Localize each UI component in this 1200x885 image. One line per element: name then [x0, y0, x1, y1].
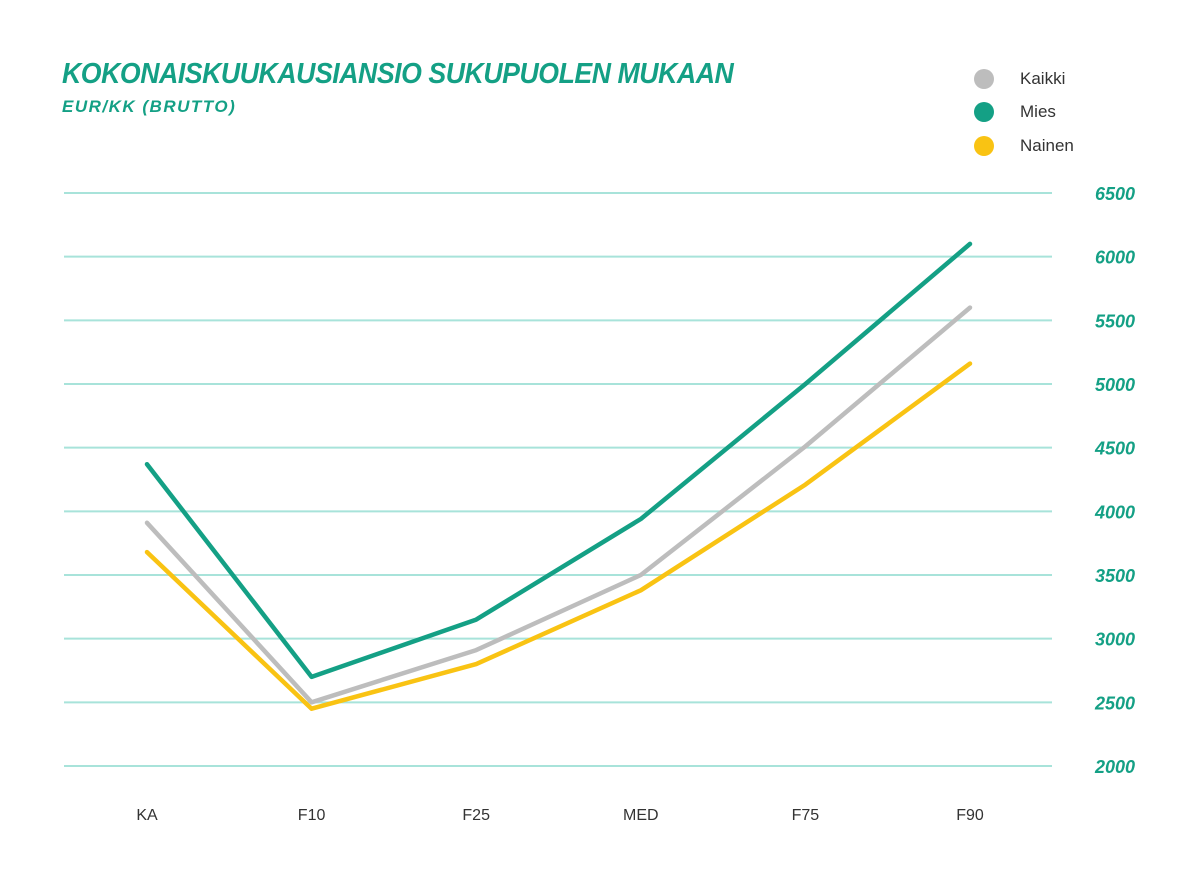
- x-tick-label-med: MED: [623, 807, 659, 824]
- grid-lines: [64, 192, 1052, 767]
- y-tick-label-4500: 4500: [1094, 439, 1135, 459]
- x-tick-label-f90: F90: [956, 807, 984, 824]
- y-axis-ticks: 6500 6000 5500 5000 4500 4000 3500 3000 2500 2000: [1094, 184, 1135, 777]
- y-tick-label-6500: 6500: [1095, 184, 1135, 204]
- x-tick-label-f75: F75: [792, 807, 820, 824]
- y-tick-label-2500: 2500: [1094, 693, 1135, 713]
- y-tick-label-4000: 4000: [1094, 502, 1135, 522]
- x-tick-label-ka: KA: [136, 807, 158, 824]
- y-tick-label-2000: 2000: [1094, 757, 1135, 777]
- y-tick-label-3500: 3500: [1095, 566, 1135, 586]
- legend-swatch-kaikki: [974, 68, 994, 89]
- x-axis-ticks: KA F10 F25 MED F75 F90: [136, 807, 984, 824]
- legend-item-nainen: Nainen: [974, 129, 1074, 163]
- x-tick-label-f25: F25: [462, 807, 490, 824]
- y-tick-label-6000: 6000: [1095, 248, 1135, 268]
- legend-item-kaikki: Kaikki: [974, 62, 1074, 96]
- legend-swatch-nainen: [974, 135, 994, 156]
- legend-label-mies: Mies: [1020, 102, 1056, 122]
- series-line-mies: [144, 241, 973, 680]
- series-lines: [144, 241, 973, 711]
- y-tick-label-5000: 5000: [1095, 375, 1135, 395]
- legend-label-kaikki: Kaikki: [1020, 68, 1066, 88]
- legend-label-nainen: Nainen: [1020, 135, 1074, 155]
- chart-title: KOKONAISKUUKAUSIANSIO SUKUPUOLEN MUKAAN: [62, 58, 734, 90]
- y-tick-label-5500: 5500: [1095, 311, 1135, 331]
- chart-subtitle: EUR/KK (BRUTTO): [62, 97, 237, 116]
- x-tick-label-f10: F10: [298, 807, 326, 824]
- legend-swatch-mies: [974, 102, 994, 123]
- series-line-kaikki: [144, 305, 973, 705]
- legend-item-mies: Mies: [974, 96, 1074, 130]
- legend: Kaikki Mies Nainen: [974, 62, 1074, 163]
- series-line-nainen: [144, 361, 973, 711]
- y-tick-label-3000: 3000: [1095, 630, 1135, 650]
